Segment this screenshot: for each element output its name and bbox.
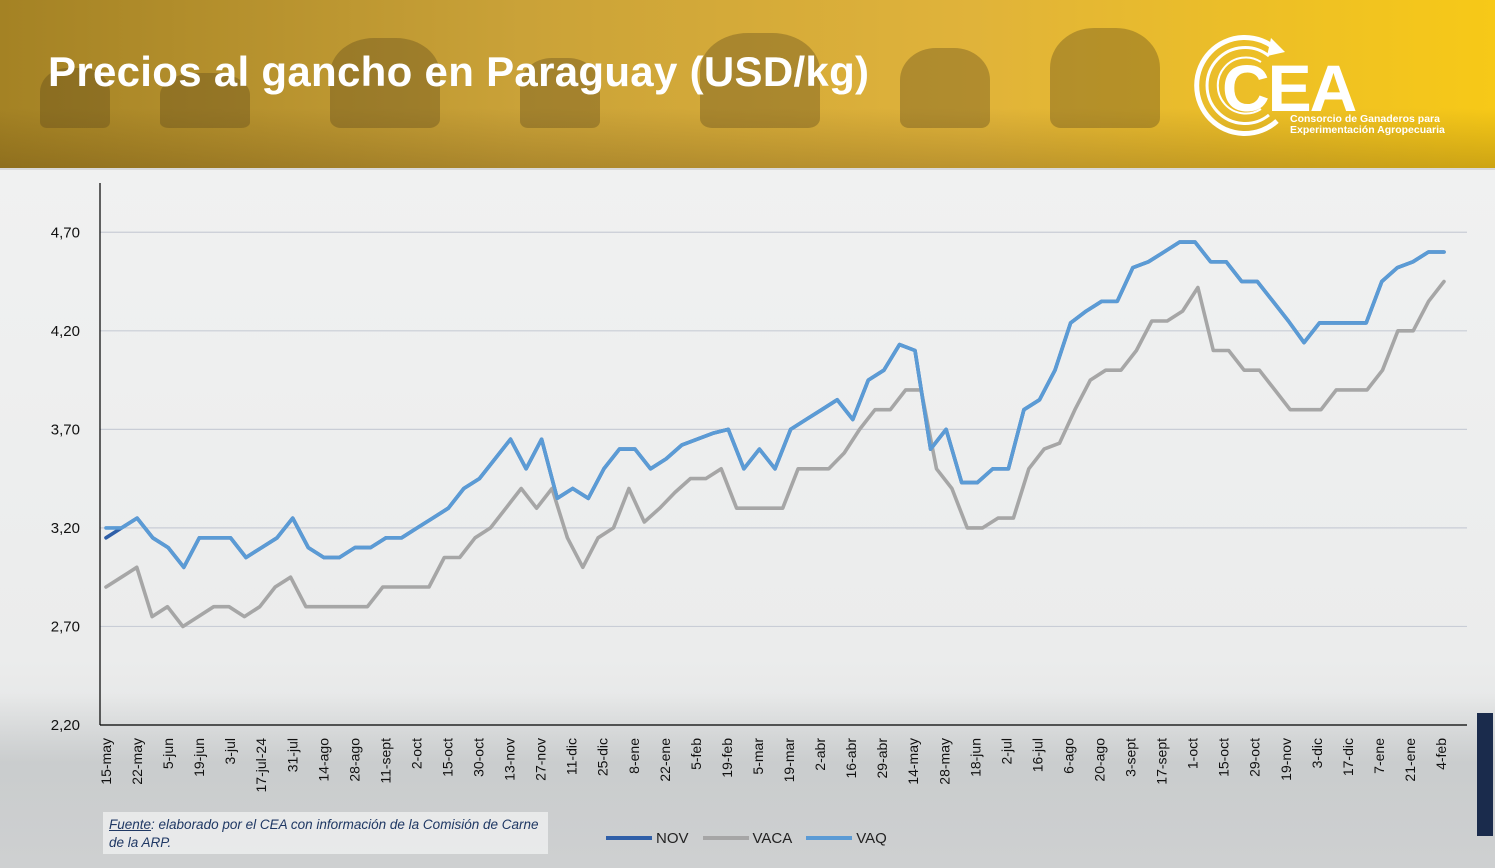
- x-tick-label: 28-may: [936, 738, 952, 785]
- x-tick-label: 2-oct: [408, 738, 424, 769]
- cea-logo: CEA Consorcio de Ganaderos para Experime…: [1185, 28, 1475, 143]
- x-tick-label: 14-ago: [315, 738, 331, 782]
- legend-label: VACA: [752, 829, 793, 847]
- x-tick-label: 5-feb: [688, 738, 704, 770]
- x-tick-label: 22-ene: [657, 738, 673, 782]
- x-tick-label: 15-oct: [440, 738, 456, 777]
- x-tick-label: 22-may: [129, 738, 145, 785]
- x-tick-label: 15-may: [98, 738, 114, 785]
- x-tick-label: 18-jun: [967, 738, 983, 777]
- x-tick-label: 19-mar: [781, 738, 797, 783]
- x-tick-label: 1-oct: [1185, 738, 1201, 769]
- x-tick-label: 25-dic: [595, 738, 611, 776]
- x-tick-label: 11-dic: [564, 738, 580, 775]
- x-tick-label: 3-dic: [1309, 738, 1325, 768]
- x-tick-label: 19-nov: [1278, 738, 1294, 781]
- x-tick-label: 11-sept: [377, 738, 393, 784]
- x-tick-label: 13-nov: [502, 738, 518, 781]
- x-tick-label: 19-feb: [719, 738, 735, 778]
- y-tick-label: 3,20: [51, 520, 80, 537]
- series-line-vaq: [104, 240, 1446, 570]
- cattle-silhouette: [330, 38, 440, 128]
- header-divider: [0, 168, 1495, 170]
- x-tick-label: 2-abr: [812, 738, 828, 771]
- x-tick-label: 3-sept: [1123, 738, 1139, 777]
- x-tick-label: 16-abr: [843, 738, 859, 779]
- x-tick-label: 15-oct: [1216, 738, 1232, 777]
- x-tick-label: 29-abr: [874, 738, 890, 779]
- x-tick-label: 17-dic: [1340, 738, 1356, 776]
- logo-ring-icon: [1194, 35, 1285, 136]
- logo-subtitle-line: Consorcio de Ganaderos para: [1290, 113, 1440, 125]
- legend-item-vaca: VACA: [702, 829, 793, 847]
- cattle-silhouette: [1050, 28, 1160, 128]
- legend-item-nov: NOV: [606, 830, 689, 847]
- x-tick-label: 29-oct: [1247, 738, 1263, 777]
- x-tick-label: 20-ago: [1091, 738, 1107, 782]
- source-text: : elaborado por el CEA con información d…: [109, 817, 539, 850]
- y-tick-label: 3,70: [51, 421, 80, 438]
- y-tick-label: 2,20: [51, 717, 80, 734]
- series-line-nov: [104, 240, 1446, 570]
- y-tick-label: 2,70: [51, 618, 80, 635]
- x-tick-label: 19-jun: [191, 738, 207, 777]
- corner-accent-bar: [1477, 713, 1493, 836]
- x-tick-label: 17-jul-24: [253, 738, 269, 793]
- source-label: Fuente: [109, 817, 152, 832]
- x-tick-label: 2-jul: [998, 738, 1014, 764]
- plot-background: [0, 170, 1495, 868]
- y-tick-label: 4,20: [51, 323, 80, 340]
- x-tick-label: 16-jul: [1029, 738, 1045, 772]
- cattle-silhouette: [900, 48, 990, 128]
- x-tick-label: 5-jun: [160, 738, 176, 769]
- cattle-silhouette: [520, 58, 600, 128]
- series-line-vaca: [104, 279, 1446, 629]
- cattle-silhouette: [700, 33, 820, 128]
- x-tick-label: 21-ene: [1402, 738, 1418, 782]
- x-tick-label: 7-ene: [1371, 738, 1387, 774]
- page-title: Precios al gancho en Paraguay (USD/kg): [48, 48, 870, 95]
- x-tick-label: 14-may: [905, 738, 921, 785]
- x-tick-label: 4-feb: [1433, 738, 1449, 770]
- x-tick-label: 5-mar: [750, 738, 766, 775]
- x-tick-label: 28-ago: [346, 738, 362, 782]
- x-tick-label: 6-ago: [1060, 738, 1076, 774]
- x-tick-label: 17-sept: [1154, 738, 1170, 785]
- x-tick-label: 27-nov: [533, 738, 549, 781]
- legend-swatch: [606, 836, 652, 840]
- x-tick-label: 30-oct: [471, 738, 487, 777]
- logo-text: CEA: [1222, 51, 1357, 125]
- logo-subtitle-line: Experimentación Agropecuaria: [1290, 124, 1445, 136]
- legend-label: VAQ: [856, 829, 887, 847]
- chart-legend: NOV VACA VAQ: [606, 828, 901, 848]
- header-banner: Precios al gancho en Paraguay (USD/kg) C…: [0, 0, 1495, 168]
- x-tick-label: 31-jul: [284, 738, 300, 772]
- legend-swatch: [702, 836, 749, 840]
- x-tick-label: 3-jul: [222, 738, 238, 764]
- source-note: Fuente: elaborado por el CEA con informa…: [103, 812, 548, 854]
- legend-label: NOV: [656, 829, 689, 847]
- cattle-silhouette: [40, 68, 110, 128]
- x-tick-label: 8-ene: [626, 738, 642, 774]
- legend-swatch: [806, 836, 853, 840]
- cattle-silhouette: [160, 73, 250, 128]
- y-tick-label: 4,70: [51, 224, 80, 241]
- legend-item-vaq: VAQ: [806, 830, 887, 847]
- logo-subtitle: Consorcio de Ganaderos para Experimentac…: [1290, 114, 1490, 136]
